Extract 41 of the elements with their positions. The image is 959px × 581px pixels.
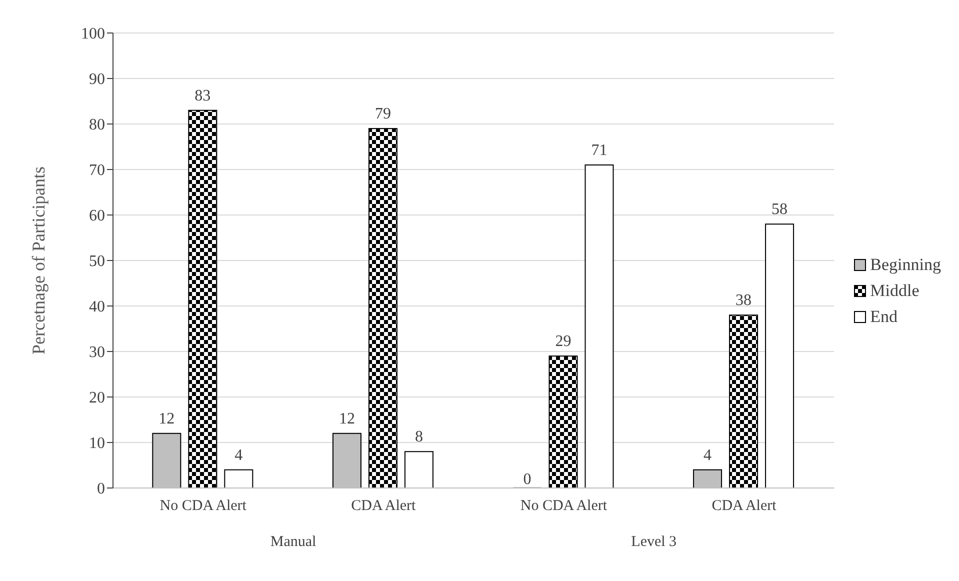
data-label: 29: [555, 333, 572, 350]
y-tick-label: 0: [97, 480, 105, 498]
y-tick-label: 100: [81, 26, 105, 43]
data-label: 12: [338, 410, 355, 428]
bar: [404, 451, 434, 488]
x-tick-label: No CDA Alert: [520, 498, 608, 514]
bar: [188, 110, 218, 488]
y-tick-label: 60: [89, 208, 105, 225]
text: Level 3: [631, 534, 677, 550]
data-label: 58: [772, 201, 788, 218]
data-label: 79: [374, 106, 391, 123]
data-label: 4: [704, 446, 712, 464]
y-tick-label: 90: [89, 71, 105, 88]
bar: [729, 314, 758, 488]
legend-label: Middle: [870, 280, 920, 300]
bar: [548, 356, 578, 488]
bar: [765, 224, 794, 488]
y-tick-label: 30: [89, 344, 105, 362]
data-label: 8: [414, 428, 423, 446]
y-tick-label: 40: [89, 298, 105, 316]
text: Manual: [270, 534, 316, 550]
legend-label: Beginning: [870, 254, 941, 274]
bar: [224, 469, 254, 488]
y-tick-label: 20: [89, 390, 105, 407]
y-tick-label: 70: [89, 162, 105, 180]
data-label: 0: [523, 471, 532, 488]
x-tick-label: No CDA Alert: [160, 498, 248, 514]
legend-label: End: [870, 306, 898, 326]
data-label: 83: [194, 87, 211, 104]
bar: [368, 128, 398, 488]
y-tick-label: 80: [89, 116, 105, 134]
data-label: 71: [591, 142, 608, 159]
x-tick-label: CDA Alert: [712, 498, 778, 514]
x-tick-label: CDA Alert: [351, 498, 417, 514]
data-label: 12: [158, 410, 175, 428]
data-label: 4: [234, 446, 243, 464]
y-tick-label: 10: [89, 435, 105, 452]
bar: [584, 164, 614, 488]
y-tick-label: 50: [89, 253, 105, 270]
y-axis-title: Percetnage of Participants: [28, 166, 48, 354]
data-label: 38: [736, 292, 752, 310]
